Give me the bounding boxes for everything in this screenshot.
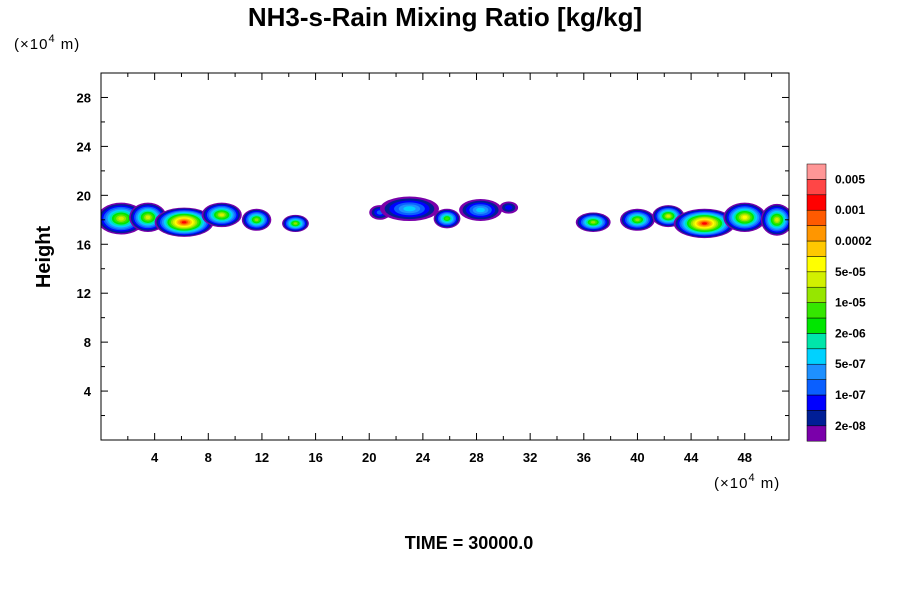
x-tick-label: 28 (469, 450, 483, 465)
contour-band (403, 206, 416, 212)
y-tick-label: 8 (84, 335, 91, 350)
colorbar-swatch (806, 163, 827, 180)
x-tick-label: 44 (684, 450, 699, 465)
contour-feature (101, 202, 146, 235)
contour-feature (723, 202, 767, 233)
colorbar-label: 2e-06 (835, 326, 866, 340)
colorbar-swatch (806, 410, 827, 427)
contour-band (590, 221, 596, 224)
plot-frame (100, 72, 790, 441)
x-tick-label: 36 (577, 450, 591, 465)
x-tick-label: 40 (630, 450, 644, 465)
colorbar-label: 0.001 (835, 203, 865, 217)
contour-feature (282, 214, 309, 233)
colorbar-label: 0.0002 (835, 234, 872, 248)
colorbar-swatch (806, 225, 827, 242)
colorbar-label: 5e-07 (835, 357, 866, 371)
contour-band (293, 222, 298, 225)
x-tick-label: 48 (738, 450, 752, 465)
contour-feature (154, 207, 214, 237)
contour-band (476, 207, 485, 213)
colorbar-swatch (806, 271, 827, 288)
contour-feature (673, 208, 736, 239)
colorbar-swatch (806, 209, 827, 226)
y-tick-label: 16 (77, 237, 91, 252)
x-tick-label: 16 (308, 450, 322, 465)
contour-layer (101, 196, 789, 239)
y-axis-label: Height (33, 226, 55, 289)
contour-feature (459, 199, 502, 222)
colorbar-label: 1e-07 (835, 388, 866, 402)
y-tick-label: 24 (77, 139, 92, 154)
contour-band (635, 218, 640, 222)
contour-band (254, 218, 259, 222)
x-tick-label: 32 (523, 450, 537, 465)
contour-feature (241, 208, 272, 231)
contour-feature (499, 201, 519, 214)
x-tick-label: 24 (416, 450, 431, 465)
colorbar-swatch (806, 179, 827, 196)
colorbar-swatch (806, 333, 827, 350)
contour-band (145, 215, 151, 220)
colorbar-swatch (806, 240, 827, 257)
x-tick-label: 4 (151, 450, 159, 465)
colorbar-label: 1e-05 (835, 296, 866, 310)
contour-band (666, 214, 671, 218)
y-tick-label: 4 (84, 384, 92, 399)
contour-feature (620, 208, 655, 231)
contour-band (505, 205, 513, 210)
colorbar: 2e-08 1e-07 5e-07 2e-06 1e-05 5e-05 0.0002 0.00… (806, 163, 872, 442)
colorbar-label: 0.005 (835, 172, 865, 186)
contour-feature (575, 212, 611, 233)
contour-band (445, 217, 449, 220)
chart-title: NH3-s-Rain Mixing Ratio [kg/kg] (248, 2, 642, 32)
contour-feature (433, 208, 461, 229)
time-label: TIME = 30000.0 (405, 533, 534, 553)
x-tick-label: 12 (255, 450, 269, 465)
contour-band (775, 217, 779, 222)
contour-band (118, 216, 124, 221)
x-tick-label: 20 (362, 450, 376, 465)
y-tick-label: 12 (77, 286, 91, 301)
contour-feature (379, 196, 439, 222)
contour-band (219, 213, 225, 217)
x-tick-label: 8 (205, 450, 212, 465)
colorbar-swatch (806, 194, 827, 211)
colorbar-label: 2e-08 (835, 419, 866, 433)
colorbar-swatch (806, 425, 827, 442)
colorbar-swatch (806, 286, 827, 303)
y-tick-label: 28 (77, 90, 91, 105)
colorbar-swatch (806, 317, 827, 334)
contour-band (181, 221, 187, 224)
y-tick-label: 20 (77, 188, 91, 203)
colorbar-swatch (806, 256, 827, 273)
colorbar-swatch (806, 348, 827, 365)
colorbar-swatch (806, 379, 827, 396)
colorbar-swatch (806, 394, 827, 411)
contour-feature (760, 203, 789, 236)
colorbar-swatch (806, 302, 827, 319)
colorbar-swatch (806, 363, 827, 380)
contour-band (702, 222, 707, 225)
y-unit-label: (×104 m) (14, 33, 80, 53)
contour-band (742, 215, 748, 219)
contour-feature (201, 202, 242, 228)
x-unit-label: (×104 m) (714, 472, 780, 492)
colorbar-label: 5e-05 (835, 265, 866, 279)
